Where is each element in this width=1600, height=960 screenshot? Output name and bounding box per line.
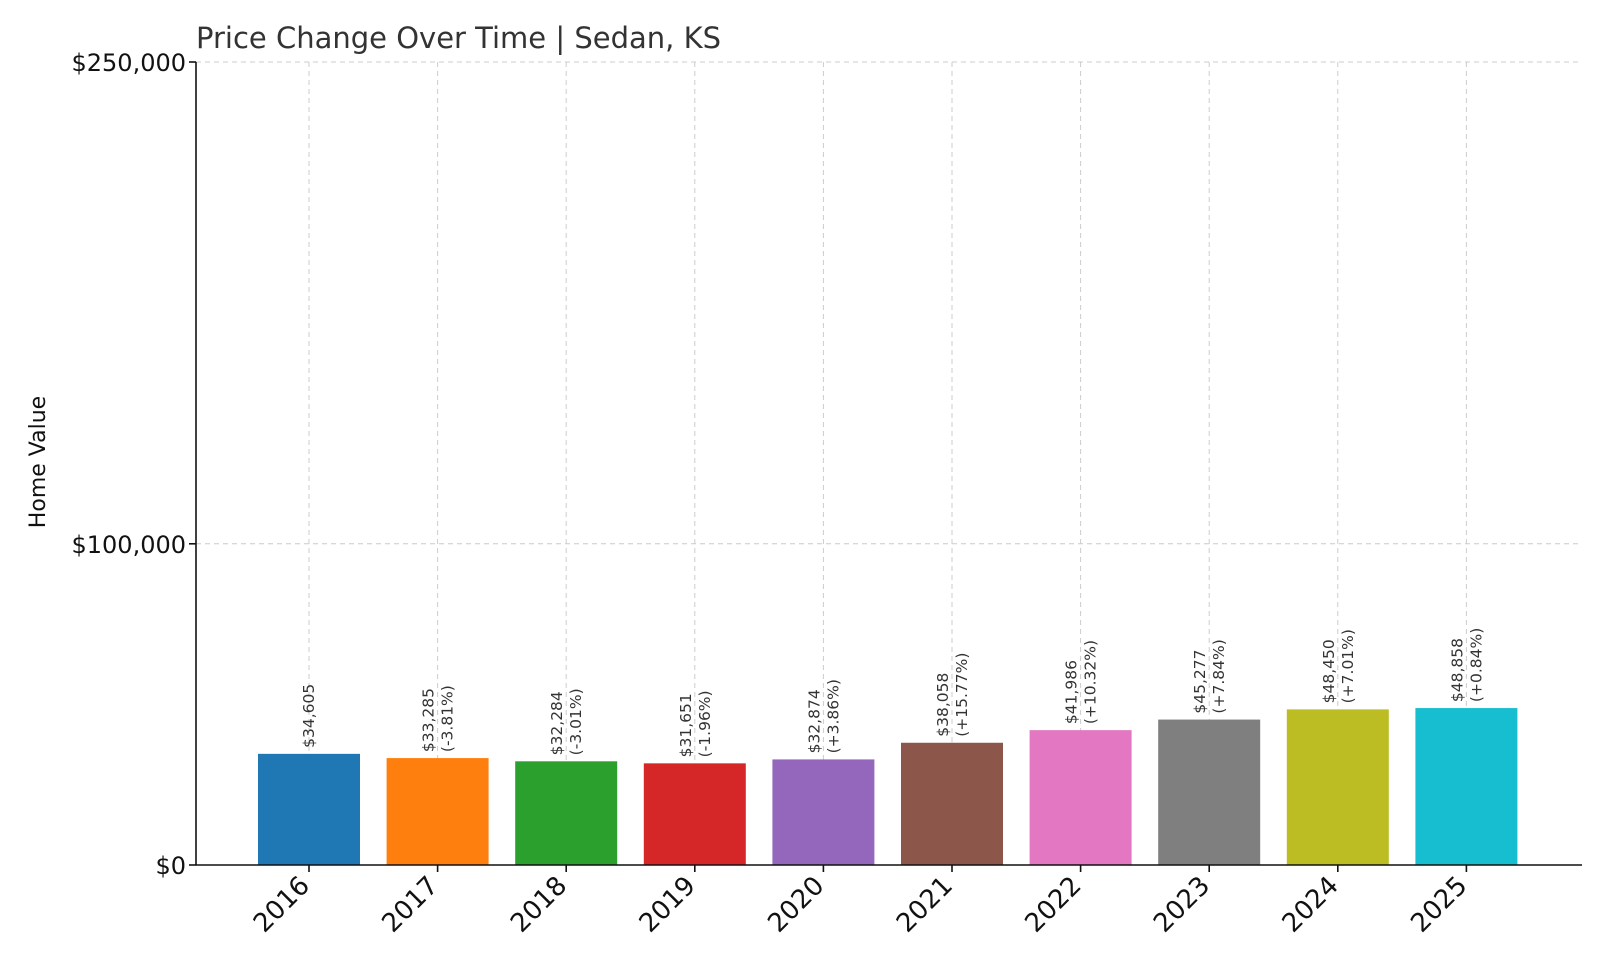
bar-2018	[515, 761, 618, 865]
x-tick-label-2017: 2017	[377, 871, 445, 939]
data-label-value-2020: $32,874	[805, 689, 823, 753]
data-label-change-2021: (+15.77%)	[953, 653, 971, 737]
x-tick-label-2024: 2024	[1277, 871, 1345, 939]
x-tick-label-2021: 2021	[891, 871, 959, 939]
data-label-value-2025: $48,858	[1448, 638, 1466, 702]
data-label-change-2020: (+3.86%)	[824, 679, 842, 753]
chart-title: Price Change Over Time | Sedan, KS	[196, 21, 721, 55]
bars	[258, 708, 1518, 865]
data-label-change-2018: (-3.01%)	[567, 688, 585, 755]
bar-2019	[643, 763, 746, 865]
x-tick-label-2025: 2025	[1405, 871, 1473, 939]
data-label-change-2025: (+0.84%)	[1467, 628, 1485, 702]
data-label-value-2017: $33,285	[420, 688, 438, 752]
bar-2024	[1286, 709, 1389, 865]
bar-2016	[258, 753, 360, 865]
y-tick-label: $0	[155, 852, 186, 880]
x-tick-label-2016: 2016	[248, 871, 316, 939]
bar-2025	[1415, 708, 1518, 865]
data-label-change-2023: (+7.84%)	[1210, 639, 1228, 713]
x-tick-label-2019: 2019	[634, 871, 702, 939]
data-label-change-2019: (-1.96%)	[696, 690, 714, 757]
bar-2021	[901, 742, 1003, 865]
x-tick-label-2020: 2020	[762, 871, 830, 939]
data-label-value-2019: $31,651	[677, 693, 695, 757]
bar-2023	[1158, 719, 1261, 865]
data-label-change-2022: (+10.32%)	[1082, 640, 1100, 724]
y-axis-label: Home Value	[26, 396, 51, 528]
bar-2022	[1029, 730, 1132, 865]
bar-2017	[386, 758, 489, 865]
data-label-value-2016: $34,605	[300, 684, 318, 748]
y-tick-label: $250,000	[71, 49, 186, 77]
data-label-value-2024: $48,450	[1320, 639, 1338, 703]
data-label-value-2023: $45,277	[1191, 649, 1209, 713]
data-label-change-2024: (+7.01%)	[1339, 629, 1357, 703]
data-label-value-2021: $38,058	[934, 673, 952, 737]
y-tick-label: $100,000	[71, 531, 186, 559]
data-label-value-2022: $41,986	[1063, 660, 1081, 724]
x-tick-label-2018: 2018	[505, 871, 573, 939]
x-tick-label-2022: 2022	[1020, 871, 1088, 939]
axes	[189, 61, 1582, 872]
x-tick-label-2023: 2023	[1148, 871, 1216, 939]
bar-2020	[772, 759, 875, 865]
data-label-change-2017: (-3.81%)	[439, 685, 457, 752]
data-label-value-2018: $32,284	[548, 691, 566, 755]
